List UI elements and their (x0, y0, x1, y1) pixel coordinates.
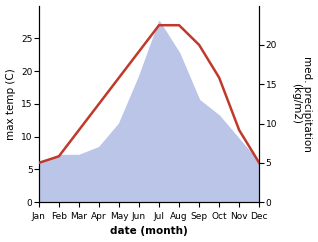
Y-axis label: med. precipitation
(kg/m2): med. precipitation (kg/m2) (291, 56, 313, 152)
Y-axis label: max temp (C): max temp (C) (5, 68, 16, 140)
X-axis label: date (month): date (month) (110, 227, 188, 236)
